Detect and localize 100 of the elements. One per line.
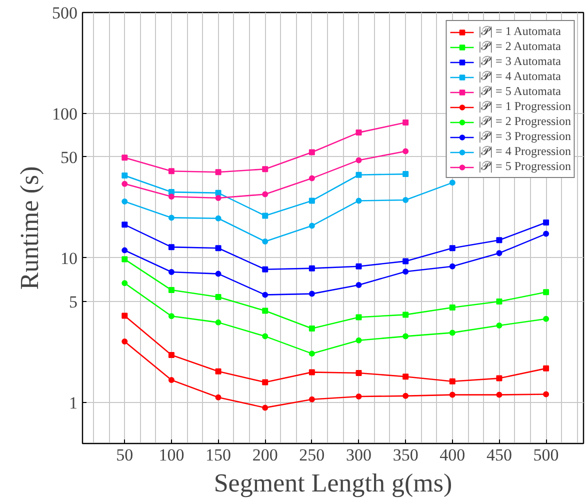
point — [496, 322, 502, 328]
legend-label: |𝒫| = 5 Automata — [478, 84, 561, 99]
point — [215, 245, 222, 252]
y-tick-label: 5 — [69, 292, 78, 312]
point — [496, 375, 502, 382]
point — [215, 368, 222, 374]
x-tick-label: 50 — [116, 446, 134, 464]
point — [496, 250, 502, 256]
legend-label: |𝒫| = 3 Progression — [478, 129, 571, 144]
point — [262, 191, 268, 198]
x-axis-title: Segment Length g(ms) — [214, 468, 452, 498]
point — [308, 265, 315, 272]
point — [449, 263, 456, 270]
point — [543, 365, 550, 372]
point — [402, 333, 409, 340]
point — [402, 374, 409, 380]
y-axis-title: Runtime (s) — [15, 166, 44, 290]
y-tick-label: 1 — [69, 393, 78, 412]
point — [356, 393, 362, 400]
point — [356, 337, 362, 344]
point — [402, 268, 409, 275]
point — [308, 290, 315, 297]
x-tick-label: 500 — [533, 446, 559, 464]
point — [449, 304, 456, 311]
point — [402, 392, 409, 399]
point — [543, 230, 550, 237]
point — [168, 377, 174, 384]
legend-label: |𝒫| = 1 Progression — [478, 99, 571, 114]
point — [308, 396, 315, 402]
y-tick-label: 10 — [60, 248, 78, 268]
point — [168, 313, 174, 320]
point — [262, 292, 268, 298]
point — [122, 338, 128, 345]
y-tick-label: 100 — [52, 104, 78, 124]
point — [402, 258, 409, 264]
point — [356, 263, 362, 270]
x-tick-label: 150 — [206, 446, 232, 464]
point — [449, 392, 456, 398]
point — [122, 154, 128, 161]
point — [215, 319, 222, 326]
point — [308, 198, 315, 204]
point — [122, 180, 128, 187]
x-tick-label: 350 — [392, 446, 418, 464]
point — [122, 312, 128, 319]
point — [168, 244, 174, 250]
point — [262, 404, 268, 411]
point — [215, 169, 222, 176]
x-tick-label: 300 — [346, 446, 372, 464]
point — [215, 294, 222, 300]
point — [543, 316, 550, 322]
point — [262, 308, 268, 314]
point — [215, 394, 222, 400]
point — [356, 130, 362, 136]
point — [402, 196, 409, 203]
point — [308, 326, 315, 332]
point — [402, 312, 409, 318]
point — [308, 350, 315, 357]
point — [308, 175, 315, 182]
point — [122, 256, 128, 262]
point — [402, 148, 409, 154]
point — [543, 220, 550, 226]
point — [122, 222, 128, 228]
legend-label: |𝒫| = 3 Automata — [478, 54, 561, 69]
point — [308, 369, 315, 376]
point — [215, 195, 222, 202]
point — [168, 352, 174, 358]
point — [168, 194, 174, 200]
point — [449, 180, 456, 186]
x-tick-label: 250 — [299, 446, 325, 464]
point — [168, 214, 174, 221]
point — [449, 330, 456, 336]
point — [168, 168, 174, 174]
point — [356, 282, 362, 288]
point — [215, 215, 222, 222]
point — [356, 157, 362, 164]
point — [262, 212, 268, 219]
point — [543, 391, 550, 398]
point — [262, 166, 268, 172]
point — [356, 370, 362, 376]
point — [122, 198, 128, 204]
y-tick-label: 50 — [60, 148, 78, 167]
point — [402, 120, 409, 126]
point — [402, 171, 409, 178]
point — [122, 172, 128, 179]
legend-label: |𝒫| = 1 Automata — [478, 24, 561, 39]
point — [168, 287, 174, 294]
legend-label: |𝒫| = 2 Progression — [478, 114, 571, 129]
point — [168, 268, 174, 275]
y-tick-label: 500 — [52, 4, 78, 22]
point — [356, 172, 362, 178]
point — [496, 392, 502, 398]
x-tick-label: 400 — [440, 446, 466, 464]
point — [356, 314, 362, 320]
x-tick-label: 100 — [158, 446, 184, 464]
point — [356, 198, 362, 204]
point — [496, 237, 502, 244]
point — [496, 298, 502, 304]
x-tick-label: 200 — [252, 446, 278, 464]
point — [308, 222, 315, 229]
point — [262, 379, 268, 386]
